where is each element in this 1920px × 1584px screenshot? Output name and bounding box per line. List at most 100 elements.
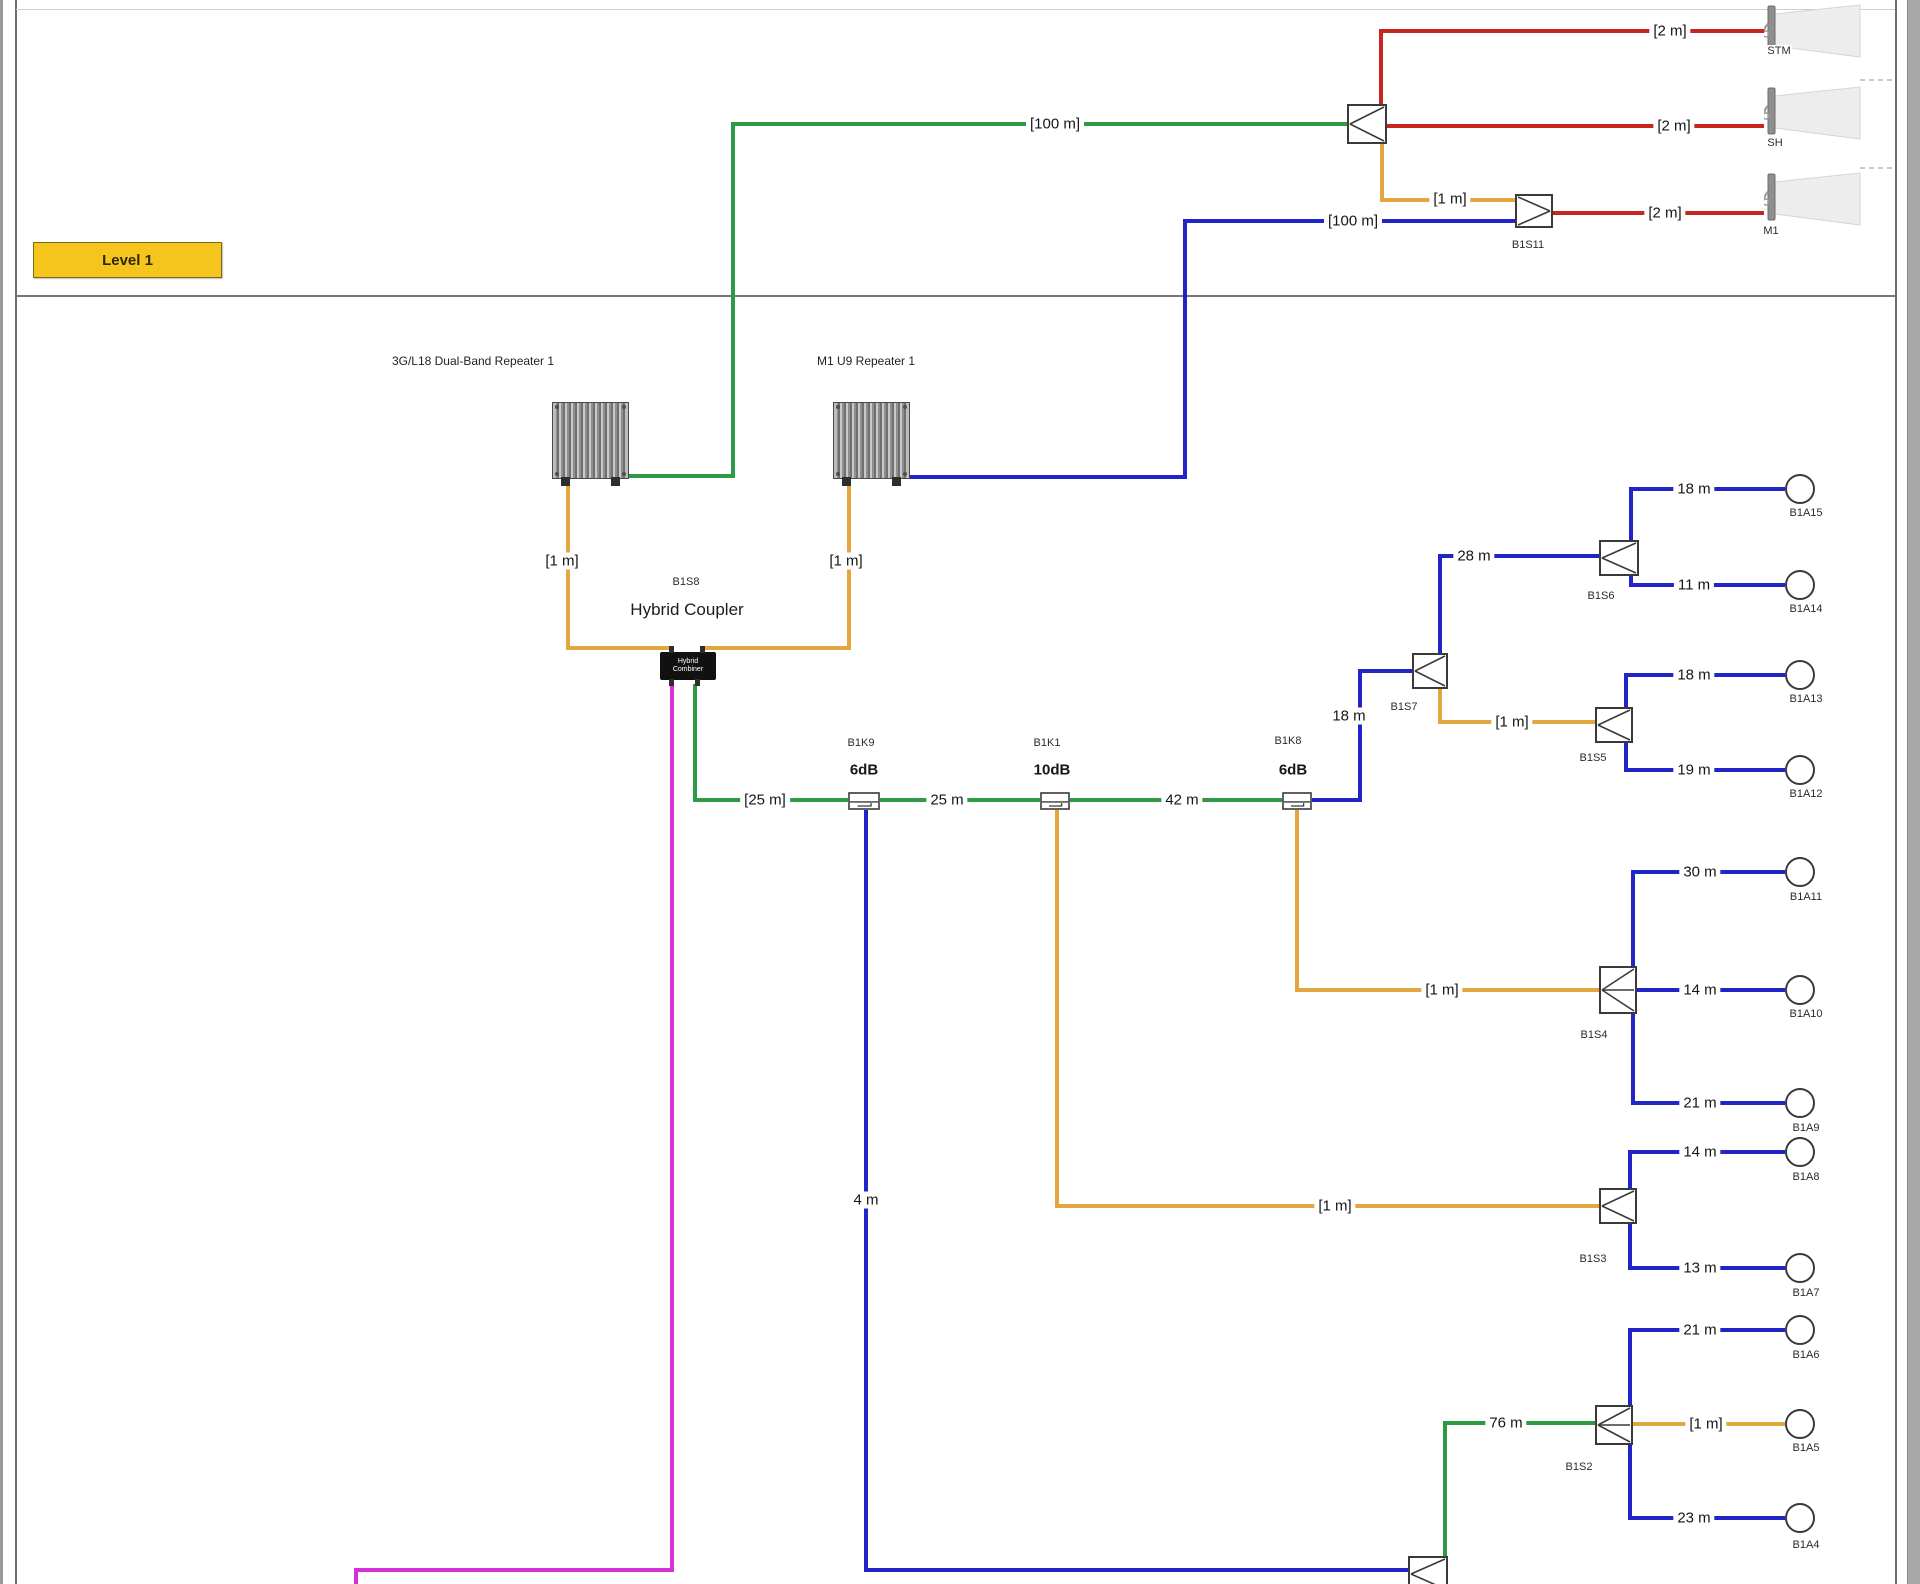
antenna-b1a11-icon — [1785, 857, 1815, 887]
splitter-b1s7 — [1412, 653, 1448, 689]
cable-blue-b1s7-b1s6 — [1438, 554, 1599, 653]
antenna-b1a13 — [1784, 659, 1816, 691]
label-1m-b1a5: [1 m] — [1685, 1415, 1727, 1433]
label-14m-b1a8: 14 m — [1679, 1143, 1721, 1161]
b1a14-id: B1A14 — [1787, 603, 1825, 615]
antenna-b1a15-icon — [1785, 474, 1815, 504]
antenna-b1a14 — [1784, 569, 1816, 601]
cable-blue-b1a12 — [1624, 743, 1785, 772]
antenna-b1a15 — [1784, 473, 1816, 505]
b1s7-id: B1S7 — [1388, 701, 1420, 713]
antenna-b1a8 — [1784, 1136, 1816, 1168]
canvas-left-border-outer — [0, 0, 3, 1584]
repeater-1-name: 3G/L18 Dual-Band Repeater 1 — [391, 354, 555, 368]
label-25m-jumper: [25 m] — [740, 791, 790, 809]
antenna-stm — [1762, 2, 1864, 64]
cable-green-b1s2-feed — [1443, 1421, 1595, 1556]
splitter-top — [1347, 104, 1387, 144]
repeater-3g-l18 — [552, 402, 629, 486]
antenna-sh — [1762, 84, 1864, 146]
splitter-b1s2 — [1595, 1405, 1633, 1445]
b1a6-id: B1A6 — [1790, 1349, 1822, 1361]
label-21m-b1a9: 21 m — [1679, 1094, 1721, 1112]
coupler-b1k8-icon — [1282, 792, 1312, 810]
canvas-left-border-inner — [15, 0, 17, 1584]
repeater-m1-u9-port-left — [842, 477, 851, 486]
label-2m-m1: [2 m] — [1644, 204, 1686, 222]
coupler-b1k8 — [1282, 792, 1312, 810]
repeater-3g-l18-screw — [622, 405, 626, 409]
b1s3-id: B1S3 — [1577, 1253, 1609, 1265]
splitter-b1s2-icon — [1595, 1405, 1633, 1445]
antenna-b1a13-icon — [1785, 660, 1815, 690]
coupler-b1k1 — [1040, 792, 1070, 810]
splitter-bottom — [1408, 1556, 1448, 1584]
stm-id: STM — [1765, 45, 1793, 57]
antenna-b1a14-icon — [1785, 570, 1815, 600]
label-2m-sh: [2 m] — [1653, 117, 1695, 135]
cable-blue-b1a4 — [1628, 1445, 1785, 1520]
hybrid-combiner-port — [669, 646, 674, 653]
antenna-b1a6-icon — [1785, 1315, 1815, 1345]
antenna-b1a10 — [1784, 974, 1816, 1006]
label-11m-b1a14: 11 m — [1673, 576, 1715, 594]
b1k9-db: 6dB — [847, 761, 881, 779]
splitter-b1s4 — [1599, 966, 1637, 1014]
sh-id: SH — [1765, 137, 1785, 149]
coupler-b1k9-icon — [848, 792, 880, 810]
hybrid-combiner-label: Combiner — [672, 666, 704, 673]
b1a10-id: B1A10 — [1787, 1008, 1825, 1020]
label-1m-b1s3: [1 m] — [1314, 1197, 1356, 1215]
repeater-m1-u9-screw — [903, 405, 907, 409]
repeater-2-name: M1 U9 Repeater 1 — [816, 354, 916, 368]
cable-blue-m1-donor — [900, 219, 1515, 479]
splitter-top-icon — [1347, 104, 1387, 144]
repeater-3g-l18-screw — [555, 405, 559, 409]
label-28m: 28 m — [1453, 547, 1495, 565]
antenna-b1a7 — [1784, 1252, 1816, 1284]
repeater-3g-l18-screw — [622, 472, 626, 476]
repeater-m1-u9-port-right — [892, 477, 901, 486]
cable-blue-b1a8 — [1628, 1150, 1785, 1188]
coupler-b1k1-icon — [1040, 792, 1070, 810]
label-19m-b1a12: 19 m — [1673, 761, 1715, 779]
antenna-b1a6 — [1784, 1314, 1816, 1346]
cable-blue-b1a9 — [1631, 1014, 1785, 1105]
b1a15-id: B1A15 — [1787, 507, 1825, 519]
b1k1-id: B1K1 — [1031, 737, 1063, 749]
canvas-right-border — [1895, 0, 1897, 1584]
splitter-b1s6-icon — [1599, 540, 1639, 576]
splitter-b1s3 — [1599, 1188, 1637, 1224]
b1a12-id: B1A12 — [1787, 788, 1825, 800]
b1s11-id: B1S11 — [1509, 239, 1547, 251]
vertical-scrollbar[interactable] — [1907, 0, 1920, 1584]
coupler-b1k9 — [848, 792, 880, 810]
b1s6-id: B1S6 — [1585, 590, 1617, 602]
antenna-b1a12 — [1784, 754, 1816, 786]
repeater-3g-l18-port-right — [611, 477, 620, 486]
antenna-b1a10-icon — [1785, 975, 1815, 1005]
repeater-m1-u9-screw — [903, 472, 907, 476]
hybrid-combiner: Hybrid Combiner — [660, 646, 716, 686]
label-21m-b1a6: 21 m — [1679, 1321, 1721, 1339]
hybrid-combiner-port — [669, 679, 674, 686]
cable-blue-b1k9-riser — [864, 810, 1408, 1572]
splitter-b1s7-icon — [1412, 653, 1448, 689]
b1k8-id: B1K8 — [1272, 735, 1304, 747]
antenna-b1a9-icon — [1785, 1088, 1815, 1118]
antenna-b1a4-icon — [1785, 1503, 1815, 1533]
antenna-b1a5 — [1784, 1408, 1816, 1440]
cable-green-donor — [617, 122, 1347, 478]
cable-blue-b1k8-b1s7 — [1312, 669, 1412, 802]
b1a4-id: B1A4 — [1790, 1539, 1822, 1551]
cable-blue-b1a15 — [1629, 487, 1785, 540]
cable-magenta-riser — [354, 684, 674, 1584]
label-13m-b1a7: 13 m — [1679, 1259, 1721, 1277]
cable-blue-b1a14 — [1629, 576, 1785, 587]
cable-blue-b1a6 — [1628, 1328, 1785, 1405]
b1s4-id: B1S4 — [1578, 1029, 1610, 1041]
b1a8-id: B1A8 — [1790, 1171, 1822, 1183]
cable-green-riser — [693, 684, 848, 802]
